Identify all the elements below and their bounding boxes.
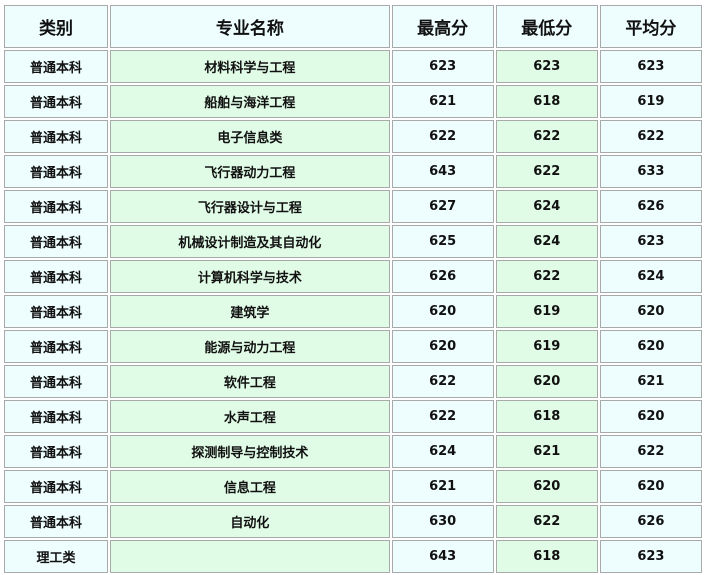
- table-row: 普通本科 电子信息类 622 622 622: [4, 120, 702, 153]
- table-row: 普通本科 建筑学 620 619 620: [4, 295, 702, 328]
- cell-category: 普通本科: [4, 365, 109, 398]
- cell-min-score: 622: [495, 505, 598, 538]
- cell-major-name: 软件工程: [110, 365, 390, 398]
- cell-max-score: 623: [391, 50, 494, 83]
- cell-avg-score: 623: [599, 225, 702, 258]
- cell-category: 普通本科: [4, 505, 109, 538]
- cell-category: 普通本科: [4, 260, 109, 293]
- cell-max-score: 627: [391, 190, 494, 223]
- cell-avg-score: 620: [599, 400, 702, 433]
- cell-avg-score: 624: [599, 260, 702, 293]
- cell-avg-score: 619: [599, 85, 702, 118]
- cell-min-score: 618: [495, 85, 598, 118]
- cell-min-score: 620: [495, 365, 598, 398]
- table-row: 普通本科 水声工程 622 618 620: [4, 400, 702, 433]
- cell-major-name: 建筑学: [110, 295, 390, 328]
- cell-max-score: 620: [391, 295, 494, 328]
- cell-major-name: 飞行器设计与工程: [110, 190, 390, 223]
- table-row: 普通本科 软件工程 622 620 621: [4, 365, 702, 398]
- cell-major-name: 自动化: [110, 505, 390, 538]
- cell-category: 普通本科: [4, 400, 109, 433]
- table-row: 普通本科 能源与动力工程 620 619 620: [4, 330, 702, 363]
- table-row: 普通本科 船舶与海洋工程 621 618 619: [4, 85, 702, 118]
- cell-major-name: 信息工程: [110, 470, 390, 503]
- cell-max-score: 643: [391, 155, 494, 188]
- cell-max-score: 622: [391, 365, 494, 398]
- cell-major-name: [110, 540, 390, 573]
- header-major-name: 专业名称: [110, 5, 390, 48]
- cell-min-score: 620: [495, 470, 598, 503]
- cell-max-score: 624: [391, 435, 494, 468]
- cell-max-score: 643: [391, 540, 494, 573]
- cell-avg-score: 622: [599, 435, 702, 468]
- cell-min-score: 624: [495, 225, 598, 258]
- cell-avg-score: 620: [599, 295, 702, 328]
- cell-min-score: 624: [495, 190, 598, 223]
- table-row: 普通本科 材料科学与工程 623 623 623: [4, 50, 702, 83]
- cell-max-score: 621: [391, 85, 494, 118]
- cell-category: 普通本科: [4, 85, 109, 118]
- cell-category: 理工类: [4, 540, 109, 573]
- cell-category: 普通本科: [4, 155, 109, 188]
- table-row: 理工类 643 618 623: [4, 540, 702, 573]
- cell-major-name: 计算机科学与技术: [110, 260, 390, 293]
- cell-min-score: 622: [495, 155, 598, 188]
- cell-category: 普通本科: [4, 190, 109, 223]
- cell-category: 普通本科: [4, 330, 109, 363]
- header-category: 类别: [4, 5, 109, 48]
- cell-avg-score: 620: [599, 330, 702, 363]
- cell-major-name: 电子信息类: [110, 120, 390, 153]
- cell-max-score: 621: [391, 470, 494, 503]
- header-max-score: 最高分: [391, 5, 494, 48]
- cell-avg-score: 623: [599, 50, 702, 83]
- cell-major-name: 材料科学与工程: [110, 50, 390, 83]
- cell-major-name: 探测制导与控制技术: [110, 435, 390, 468]
- cell-avg-score: 623: [599, 540, 702, 573]
- cell-min-score: 618: [495, 400, 598, 433]
- cell-min-score: 621: [495, 435, 598, 468]
- cell-category: 普通本科: [4, 470, 109, 503]
- cell-category: 普通本科: [4, 295, 109, 328]
- cell-avg-score: 621: [599, 365, 702, 398]
- cell-max-score: 622: [391, 120, 494, 153]
- header-avg-score: 平均分: [599, 5, 702, 48]
- table-row: 普通本科 自动化 630 622 626: [4, 505, 702, 538]
- score-table: 类别 专业名称 最高分 最低分 平均分 普通本科 材料科学与工程 623 623 623 普通本科…: [2, 3, 704, 575]
- cell-major-name: 水声工程: [110, 400, 390, 433]
- cell-max-score: 630: [391, 505, 494, 538]
- cell-category: 普通本科: [4, 50, 109, 83]
- header-row: 类别 专业名称 最高分 最低分 平均分: [4, 5, 702, 48]
- header-min-score: 最低分: [495, 5, 598, 48]
- cell-max-score: 626: [391, 260, 494, 293]
- table-row: 普通本科 信息工程 621 620 620: [4, 470, 702, 503]
- cell-min-score: 619: [495, 330, 598, 363]
- table-row: 普通本科 计算机科学与技术 626 622 624: [4, 260, 702, 293]
- cell-category: 普通本科: [4, 120, 109, 153]
- table-row: 普通本科 探测制导与控制技术 624 621 622: [4, 435, 702, 468]
- cell-major-name: 能源与动力工程: [110, 330, 390, 363]
- cell-min-score: 618: [495, 540, 598, 573]
- cell-major-name: 机械设计制造及其自动化: [110, 225, 390, 258]
- cell-avg-score: 620: [599, 470, 702, 503]
- cell-avg-score: 633: [599, 155, 702, 188]
- table-row: 普通本科 飞行器动力工程 643 622 633: [4, 155, 702, 188]
- cell-major-name: 飞行器动力工程: [110, 155, 390, 188]
- cell-min-score: 623: [495, 50, 598, 83]
- cell-max-score: 625: [391, 225, 494, 258]
- table-row: 普通本科 机械设计制造及其自动化 625 624 623: [4, 225, 702, 258]
- cell-max-score: 620: [391, 330, 494, 363]
- cell-min-score: 619: [495, 295, 598, 328]
- cell-category: 普通本科: [4, 435, 109, 468]
- table-row: 普通本科 飞行器设计与工程 627 624 626: [4, 190, 702, 223]
- cell-avg-score: 626: [599, 505, 702, 538]
- cell-min-score: 622: [495, 260, 598, 293]
- cell-major-name: 船舶与海洋工程: [110, 85, 390, 118]
- cell-max-score: 622: [391, 400, 494, 433]
- cell-category: 普通本科: [4, 225, 109, 258]
- cell-min-score: 622: [495, 120, 598, 153]
- cell-avg-score: 626: [599, 190, 702, 223]
- cell-avg-score: 622: [599, 120, 702, 153]
